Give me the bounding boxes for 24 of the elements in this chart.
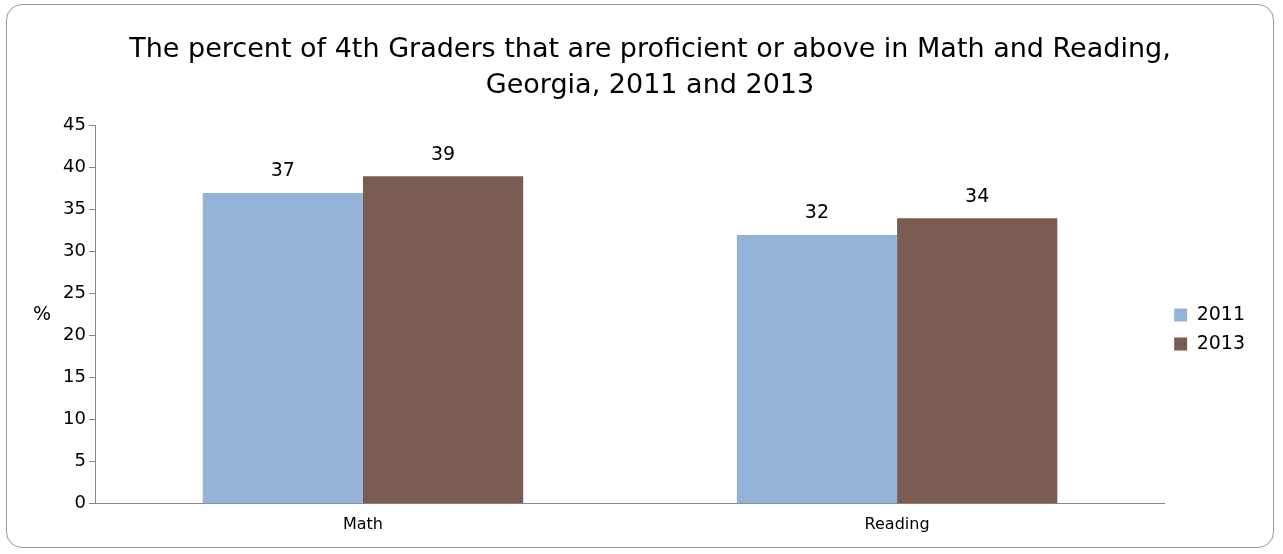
y-tick-label: 25 [63,281,86,303]
x-tick-label: Math [342,513,383,533]
y-tick-label: 5 [74,449,86,471]
data-label: 39 [430,141,456,164]
data-label: 32 [804,200,830,223]
data-label: 34 [965,183,990,206]
y-tick-label: 30 [63,239,86,261]
legend-label: 2013 [1196,330,1246,353]
y-tick-label: 35 [63,197,86,219]
bar [736,235,898,504]
bar [362,176,524,504]
x-tick-label: Reading [864,513,930,533]
chart-title: The percent of 4th Graders that are proficient or above in Math and Reading, Georgia, 2011 and 2013 [128,31,1172,101]
y-tick-label: 40 [63,155,86,177]
bar [202,193,363,504]
bar [897,218,1058,504]
y-tick-label: 10 [63,407,86,429]
y-tick-label: 0 [74,491,86,513]
y-tick-label: 15 [63,365,86,387]
y-tick-label: 20 [63,323,86,345]
data-label: 37 [270,158,295,181]
legend-label: 2011 [1196,301,1246,324]
y-axis-title: % [32,301,52,324]
y-tick-label: 45 [63,113,86,135]
